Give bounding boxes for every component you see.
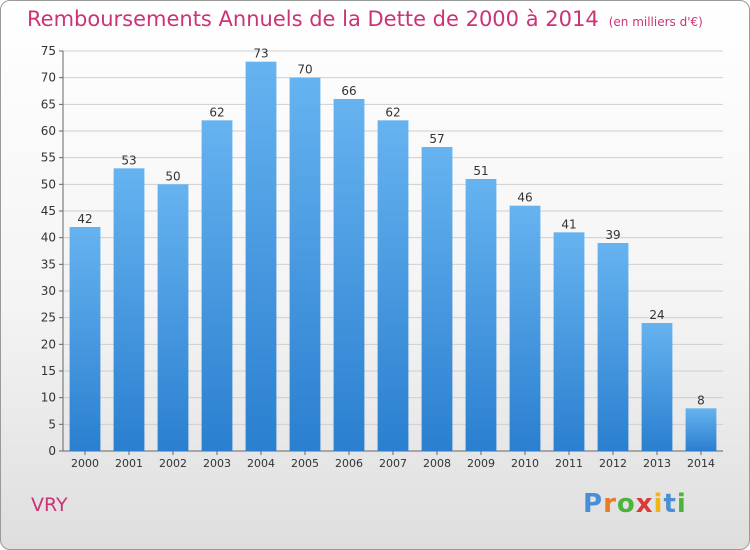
x-tick-label: 2003: [203, 457, 231, 470]
data-label: 8: [697, 393, 705, 407]
x-tick-label: 2000: [71, 457, 99, 470]
y-tick-label: 55: [41, 151, 56, 165]
y-tick-label: 70: [41, 71, 56, 85]
unit-note: (en milliers d'€): [608, 15, 703, 29]
x-tick-label: 2013: [643, 457, 671, 470]
proxiti-logo: Proxiti: [583, 489, 687, 519]
x-tick-label: 2006: [335, 457, 363, 470]
y-tick-label: 0: [48, 444, 56, 458]
title-text: Remboursements Annuels de la Dette de 20…: [27, 7, 599, 31]
logo-letter: i: [676, 489, 687, 519]
y-tick-label: 50: [41, 177, 56, 191]
y-tick-label: 65: [41, 97, 56, 111]
data-label: 24: [649, 308, 664, 322]
bar: [465, 179, 497, 451]
data-label: 39: [605, 228, 620, 242]
x-tick-label: 2009: [467, 457, 495, 470]
bar: [421, 147, 453, 451]
bar: [509, 205, 541, 451]
data-label: 66: [341, 84, 356, 98]
chart-title: Remboursements Annuels de la Dette de 20…: [27, 7, 703, 31]
bar: [597, 243, 629, 451]
bar: [289, 77, 321, 452]
commune-name: VRY: [31, 494, 68, 516]
x-tick-label: 2005: [291, 457, 319, 470]
logo-letter: r: [603, 489, 617, 519]
logo-letter: P: [583, 489, 604, 519]
y-tick-label: 15: [41, 364, 56, 378]
x-tick-label: 2001: [115, 457, 143, 470]
x-tick-label: 2004: [247, 457, 275, 470]
y-tick-label: 35: [41, 257, 56, 271]
bar: [553, 232, 585, 451]
logo-letter: x: [635, 489, 654, 519]
bar: [157, 184, 189, 452]
logo-letter: i: [653, 489, 664, 519]
y-tick-label: 75: [41, 44, 56, 58]
data-label: 42: [77, 212, 92, 226]
data-label: 50: [165, 169, 180, 183]
data-label: 62: [385, 105, 400, 119]
x-tick-label: 2012: [599, 457, 627, 470]
y-tick-label: 30: [41, 284, 56, 298]
bar: [201, 120, 233, 451]
data-label: 51: [473, 164, 488, 178]
data-label: 53: [121, 153, 136, 167]
bar: [685, 408, 717, 451]
bar: [377, 120, 409, 451]
logo-letter: o: [616, 489, 636, 519]
y-tick-label: 25: [41, 311, 56, 325]
data-label: 73: [253, 47, 268, 61]
bar: [641, 323, 673, 451]
bar: [113, 168, 145, 452]
y-tick-label: 10: [41, 391, 56, 405]
data-label: 70: [297, 63, 312, 77]
y-tick-label: 60: [41, 124, 56, 138]
data-label: 62: [209, 105, 224, 119]
logo-letter: t: [663, 489, 677, 519]
x-tick-label: 2008: [423, 457, 451, 470]
y-tick-label: 40: [41, 231, 56, 245]
y-tick-label: 5: [48, 417, 56, 431]
x-tick-label: 2011: [555, 457, 583, 470]
x-tick-label: 2014: [687, 457, 715, 470]
bar: [245, 61, 277, 452]
bar: [333, 99, 365, 451]
bar: [69, 227, 101, 451]
y-tick-label: 20: [41, 337, 56, 351]
data-label: 41: [561, 217, 576, 231]
x-tick-label: 2007: [379, 457, 407, 470]
data-label: 57: [429, 132, 444, 146]
x-tick-label: 2002: [159, 457, 187, 470]
data-label: 46: [517, 191, 532, 205]
x-tick-label: 2010: [511, 457, 539, 470]
y-tick-label: 45: [41, 204, 56, 218]
